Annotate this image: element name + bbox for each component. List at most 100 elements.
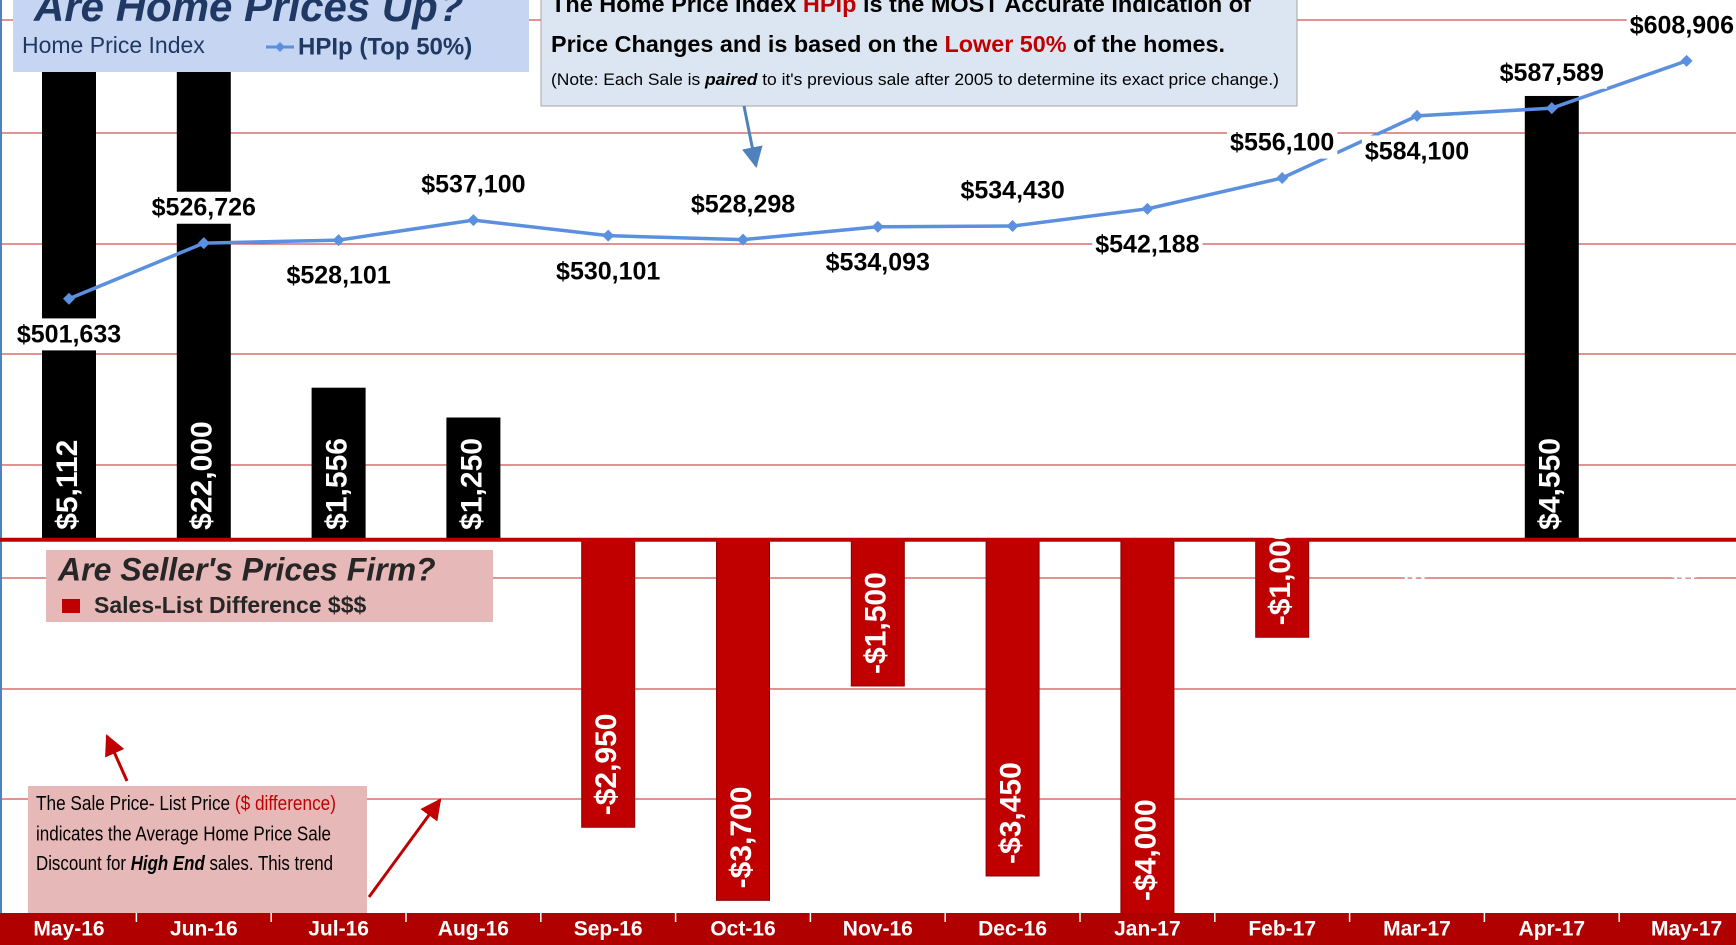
bar-value-label: -$3,450 bbox=[995, 762, 1028, 864]
x-tick-label: Mar-17 bbox=[1383, 918, 1451, 941]
x-axis: May-16 Jun-16 Jul-16 Aug-16 Sep-16 Oct-16 Nov-… bbox=[33, 913, 1722, 941]
note-line: Discount for High End sales. This trend bbox=[36, 853, 333, 875]
note-text: Discount for bbox=[36, 853, 131, 875]
line-marker bbox=[737, 233, 749, 246]
legend-swatch bbox=[62, 599, 80, 613]
bar-value-label: -$1,500 bbox=[860, 572, 893, 674]
line-value-label: $584,100 bbox=[1365, 137, 1469, 165]
line-value-label: $530,101 bbox=[556, 257, 660, 285]
line-marker bbox=[1276, 171, 1289, 184]
x-tick-label: Jul-16 bbox=[308, 918, 369, 941]
note-text: High End bbox=[131, 853, 206, 875]
label-background bbox=[283, 259, 394, 292]
note-text: sales. This trend bbox=[205, 853, 333, 875]
x-tick-label: May-16 bbox=[33, 918, 104, 941]
note-line: The Home Price Index HPIp is the MOST Ac… bbox=[551, 0, 1251, 17]
bar bbox=[1524, 95, 1579, 541]
line-marker bbox=[332, 234, 345, 247]
x-tick-label: Apr-17 bbox=[1519, 918, 1586, 941]
note-text: paired bbox=[704, 70, 758, 89]
line-value-label: $534,093 bbox=[826, 248, 930, 276]
line-value-label: $542,188 bbox=[1095, 230, 1199, 258]
x-tick-label: Sep-16 bbox=[574, 918, 643, 941]
note-line: The Sale Price- List Price ($ difference… bbox=[36, 793, 336, 815]
note-line: Price Changes and is based on the Lower … bbox=[551, 31, 1225, 57]
line-value-label: $537,100 bbox=[421, 171, 525, 199]
bar bbox=[581, 539, 636, 828]
x-tick-label: Nov-16 bbox=[843, 918, 913, 941]
note-text: The Sale Price- List Price bbox=[36, 793, 235, 815]
note-arrow bbox=[105, 734, 129, 782]
bar-value-label: $1,556 bbox=[321, 438, 354, 530]
note-text: The Home Price Index bbox=[551, 0, 803, 17]
bar-value-label: -$3,700 bbox=[725, 787, 758, 889]
legend-title: Are Seller's Prices Firm? bbox=[57, 551, 436, 587]
x-tick-label: May-17 bbox=[1651, 918, 1722, 941]
line-value-label: $587,589 bbox=[1500, 59, 1604, 87]
note-text: ($ difference) bbox=[235, 793, 336, 815]
bar-value-label: $0 bbox=[1399, 552, 1432, 585]
x-tick-label: Jan-17 bbox=[1114, 918, 1181, 941]
bar-value-label: $4,550 bbox=[1534, 438, 1567, 530]
bar bbox=[446, 417, 501, 541]
line-value-label: $526,726 bbox=[152, 194, 256, 222]
note-arrow bbox=[367, 798, 442, 898]
label-background bbox=[553, 255, 664, 288]
note-text: (Note: Each Sale is bbox=[551, 70, 705, 89]
bars bbox=[42, 0, 1579, 913]
label-background bbox=[957, 174, 1068, 207]
x-tick-label: Jun-16 bbox=[170, 918, 238, 941]
line-marker bbox=[1141, 202, 1154, 215]
label-background bbox=[687, 188, 799, 221]
note-text: HPIp bbox=[803, 0, 857, 17]
legend-box bbox=[46, 550, 493, 622]
bar bbox=[985, 539, 1040, 877]
x-tick-label: Oct-16 bbox=[710, 918, 775, 941]
line-marker bbox=[871, 220, 884, 233]
bar-value-label: -$2,950 bbox=[590, 714, 623, 816]
note-box bbox=[540, 0, 1298, 107]
chart-title: Are Home Prices Up? bbox=[33, 0, 463, 30]
line-marker bbox=[602, 229, 615, 242]
x-tick-label: Dec-16 bbox=[978, 918, 1047, 941]
x-tick-label: Feb-17 bbox=[1248, 918, 1316, 941]
note-box bbox=[28, 786, 367, 913]
line-marker bbox=[1411, 109, 1423, 122]
line-value-label: $528,101 bbox=[286, 262, 390, 290]
x-axis-strip bbox=[0, 913, 1736, 945]
line-marker bbox=[197, 237, 210, 250]
x-tick-label: Aug-16 bbox=[438, 918, 509, 941]
line-value-label: $501,633 bbox=[17, 320, 121, 348]
label-background bbox=[1496, 56, 1607, 89]
label-background bbox=[418, 168, 529, 201]
label-background bbox=[1361, 135, 1473, 168]
label-background bbox=[822, 246, 933, 279]
label-background bbox=[1227, 126, 1338, 159]
line-marker bbox=[63, 292, 75, 305]
note-text: is the MOST Accurate Indication of bbox=[856, 0, 1251, 17]
bar-value-label: -$1,000 bbox=[1264, 523, 1297, 625]
bar-value-label: $1,250 bbox=[455, 438, 488, 530]
note-text: Lower 50% bbox=[945, 31, 1067, 57]
line-value-label: $528,298 bbox=[691, 190, 795, 218]
label-background bbox=[148, 191, 259, 224]
bar-value-label: $5,112 bbox=[51, 440, 84, 530]
legend-label: HPIp (Top 50%) bbox=[298, 33, 472, 60]
line-value-label: $608,906 bbox=[1630, 11, 1734, 39]
line-marker bbox=[467, 214, 480, 227]
line-marker bbox=[1006, 220, 1019, 233]
legend-title: Home Price Index bbox=[22, 32, 205, 58]
label-background bbox=[1092, 228, 1203, 261]
legend-box bbox=[13, 0, 529, 72]
bar-value-label: $0 bbox=[1669, 552, 1702, 585]
note-arrow bbox=[741, 105, 763, 169]
legend-marker bbox=[275, 42, 285, 52]
note-line: indicates the Average Home Price Sale bbox=[36, 823, 331, 845]
bar bbox=[1120, 539, 1175, 913]
note-text: of the homes. bbox=[1067, 31, 1225, 57]
note-line: (Note: Each Sale is paired to it's previ… bbox=[551, 70, 1279, 89]
line-value-label: $556,100 bbox=[1230, 129, 1334, 157]
bar bbox=[311, 387, 366, 541]
bar-value-label: -$4,000 bbox=[1129, 799, 1162, 901]
